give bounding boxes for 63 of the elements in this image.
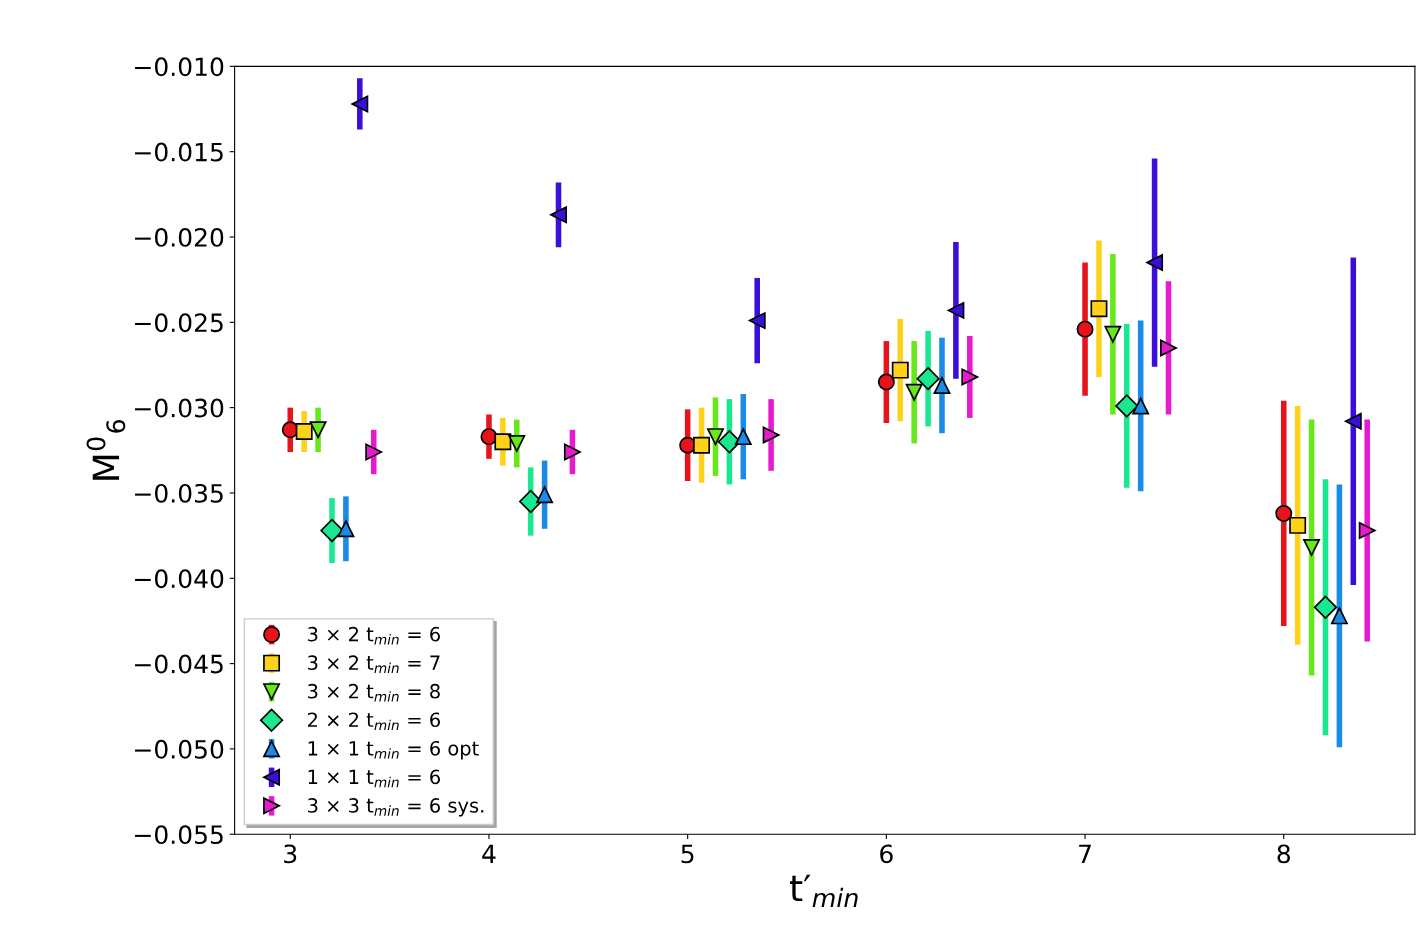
point [337, 520, 355, 538]
point [891, 361, 909, 379]
point [351, 95, 369, 113]
point [1090, 300, 1108, 318]
point [1289, 516, 1307, 534]
point [550, 206, 567, 224]
legend-label: 3 × 2 t$_{min}$ = 7 [308, 655, 440, 673]
point [877, 373, 895, 391]
point [1330, 607, 1348, 625]
point [563, 443, 581, 461]
y-tick-label: −0.045 [135, 654, 223, 674]
point [1303, 539, 1321, 557]
point [519, 489, 543, 514]
y-tick-label: −0.010 [135, 57, 224, 77]
point [916, 366, 940, 391]
point [1104, 325, 1122, 343]
x-tick-label: 7 [1079, 844, 1091, 863]
point [1160, 339, 1177, 357]
point [1146, 254, 1164, 272]
point [707, 428, 724, 446]
point [961, 368, 979, 386]
y-tick-label: −0.030 [135, 398, 224, 418]
point [295, 423, 313, 441]
y-tick-label: −0.055 [135, 825, 223, 845]
x-tick-label: 4 [482, 844, 496, 863]
point [1275, 504, 1293, 522]
point [748, 312, 766, 330]
x-tick-label: 6 [880, 844, 893, 864]
x-tick-label: 3 [284, 844, 297, 864]
point [947, 301, 965, 319]
y-axis-title: M$^{0}$$_{6}$ [86, 419, 126, 480]
y-tick-label: −0.025 [135, 313, 223, 333]
x-tick-label: 8 [1277, 844, 1290, 864]
legend-label: 1 × 1 t$_{min}$ = 6 opt [308, 740, 479, 760]
point [1076, 320, 1094, 338]
legend-label: 3 × 2 t$_{min}$ = 6 [308, 626, 440, 645]
point [1313, 595, 1338, 619]
point [536, 486, 554, 504]
point [320, 518, 344, 543]
x-tick-label: 5 [681, 844, 694, 864]
y-tick-label: −0.035 [135, 483, 223, 503]
point [1132, 397, 1150, 415]
y-tick-label: −0.040 [135, 569, 224, 589]
point [1344, 412, 1362, 430]
point [494, 433, 512, 451]
point [693, 436, 711, 454]
point [365, 443, 383, 461]
point [734, 428, 752, 446]
legend-label: 3 × 3 t$_{min}$ = 6 sys. [308, 798, 484, 817]
legend-label: 1 × 1 t$_{min}$ = 6 [308, 769, 440, 788]
point [1358, 522, 1376, 539]
legend-label: 3 × 2 t$_{min}$ = 8 [308, 683, 440, 702]
point [309, 421, 327, 439]
y-tick-label: −0.050 [135, 739, 224, 759]
y-tick-label: −0.015 [135, 142, 223, 162]
x-axis-title: t′$_{min}$ [789, 874, 858, 908]
legend-label: 2 × 2 t$_{min}$ = 6 [308, 712, 440, 731]
point [933, 376, 951, 394]
point [905, 383, 923, 401]
point [762, 426, 780, 444]
point [1115, 394, 1139, 418]
y-tick-label: −0.020 [135, 227, 224, 247]
point [508, 435, 526, 452]
